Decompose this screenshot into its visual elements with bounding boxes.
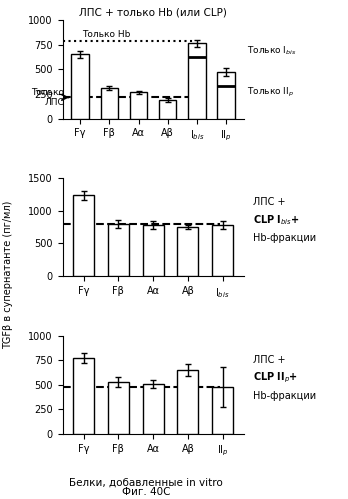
Title: ЛПС + только Hb (или CLP): ЛПС + только Hb (или CLP)	[79, 8, 227, 18]
Bar	[218, 72, 235, 119]
Text: Только
ЛПС: Только ЛПС	[31, 88, 64, 107]
Bar	[212, 387, 233, 434]
Bar	[177, 227, 198, 276]
Text: TGFβ в супернатанте (пг/мл): TGFβ в супернатанте (пг/мл)	[3, 200, 14, 349]
Bar	[108, 224, 129, 276]
Bar	[177, 370, 198, 434]
Text: Hb-фракции: Hb-фракции	[253, 233, 316, 243]
Text: ЛПС +: ЛПС +	[253, 355, 285, 365]
Bar	[71, 54, 89, 119]
Text: Только Hb: Только Hb	[82, 30, 130, 39]
Bar	[101, 88, 118, 119]
Text: CLP I$_{bis}$+: CLP I$_{bis}$+	[253, 213, 300, 227]
Bar	[73, 358, 94, 434]
Bar	[159, 100, 176, 119]
Bar	[188, 43, 206, 119]
Text: ЛПС +: ЛПС +	[253, 198, 285, 208]
Text: Hb-фракции: Hb-фракции	[253, 391, 316, 401]
Text: Только I$_{bis}$: Только I$_{bis}$	[247, 44, 297, 57]
Text: Фиг. 40C: Фиг. 40C	[122, 487, 171, 497]
Bar	[212, 225, 233, 276]
Bar	[73, 196, 94, 276]
Text: Только II$_{p}$: Только II$_{p}$	[247, 86, 294, 99]
Bar	[143, 225, 164, 276]
Bar	[130, 92, 147, 119]
Text: Белки, добавленные in vitro: Белки, добавленные in vitro	[69, 478, 223, 488]
Bar	[143, 384, 164, 434]
Text: CLP II$_{p}$+: CLP II$_{p}$+	[253, 371, 298, 385]
Bar	[108, 382, 129, 434]
